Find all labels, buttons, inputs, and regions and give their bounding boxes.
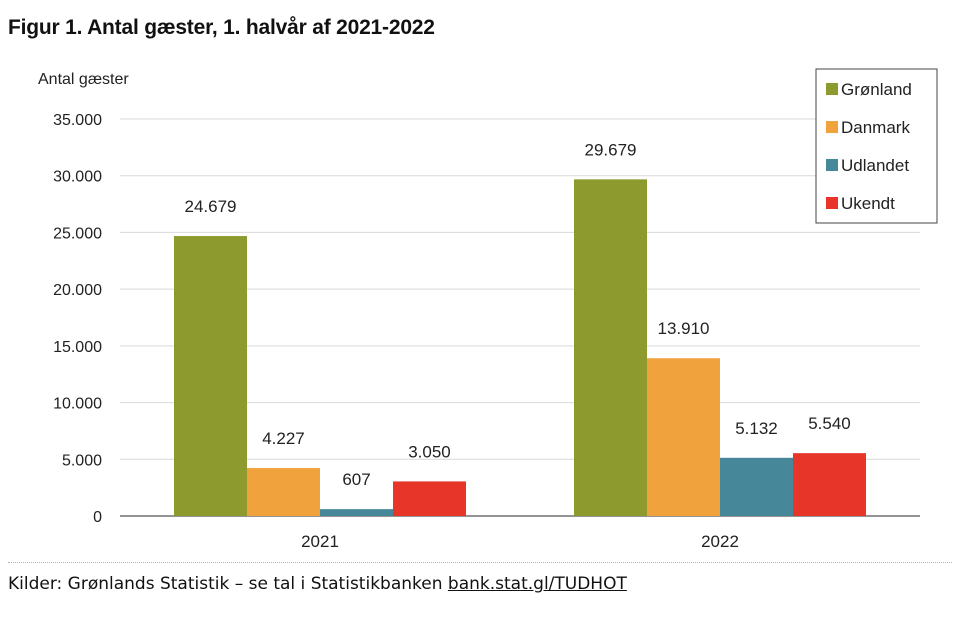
data-label: 607 bbox=[342, 470, 370, 489]
data-label: 29.679 bbox=[585, 140, 637, 159]
y-axis-label: Antal gæster bbox=[38, 71, 129, 88]
source-link[interactable]: bank.stat.gl/TUDHOT bbox=[447, 574, 627, 594]
bar-grønland-2021 bbox=[174, 236, 247, 516]
legend-swatch bbox=[826, 197, 838, 209]
data-label: 13.910 bbox=[658, 319, 710, 338]
legend-entry: Udlandet bbox=[841, 156, 909, 175]
bar-grønland-2022 bbox=[574, 179, 647, 516]
data-label: 5.132 bbox=[735, 419, 778, 438]
y-tick-label: 35.000 bbox=[53, 112, 102, 129]
bar-danmark-2021 bbox=[247, 468, 320, 516]
y-tick-label: 25.000 bbox=[53, 225, 102, 242]
bar-danmark-2022 bbox=[647, 358, 720, 516]
y-tick-label: 15.000 bbox=[53, 339, 102, 356]
y-tick-label: 5.000 bbox=[62, 452, 102, 469]
x-category-label: 2022 bbox=[701, 532, 739, 551]
legend-entry: Ukendt bbox=[841, 194, 895, 213]
legend-entry: Grønland bbox=[841, 80, 912, 99]
y-tick-label: 20.000 bbox=[53, 282, 102, 299]
y-tick-label: 10.000 bbox=[53, 396, 102, 413]
y-tick-label: 0 bbox=[93, 509, 102, 526]
data-label: 4.227 bbox=[262, 429, 305, 448]
data-label: 5.540 bbox=[808, 414, 851, 433]
x-category-label: 2021 bbox=[301, 532, 339, 551]
footer-divider bbox=[8, 562, 952, 563]
legend-swatch bbox=[826, 159, 838, 171]
legend-swatch bbox=[826, 83, 838, 95]
legend-entry: Danmark bbox=[841, 118, 910, 137]
bar-ukendt-2021 bbox=[393, 481, 466, 516]
chart-title: Figur 1. Antal gæster, 1. halvår af 2021… bbox=[8, 16, 435, 39]
source-line: Kilder: Grønlands Statistik – se tal i S… bbox=[8, 574, 627, 594]
bar-chart: Antal gæster 0 5.000 10.000 15.000 20.000 25.0… bbox=[38, 68, 938, 551]
bar-udlandet-2021 bbox=[320, 509, 393, 516]
y-tick-label: 30.000 bbox=[53, 169, 102, 186]
source-text: Kilder: Grønlands Statistik – se tal i S… bbox=[8, 574, 443, 594]
data-label: 24.679 bbox=[185, 197, 237, 216]
data-label: 3.050 bbox=[408, 442, 451, 461]
bar-ukendt-2022 bbox=[793, 453, 866, 516]
bar-udlandet-2022 bbox=[720, 457, 793, 516]
legend-swatch bbox=[826, 121, 838, 133]
